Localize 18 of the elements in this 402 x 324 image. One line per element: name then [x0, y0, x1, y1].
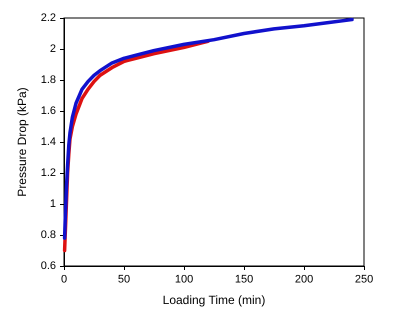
y-tick-label: 1.6 [40, 105, 56, 117]
line-series [62, 18, 354, 240]
x-tick-label: 50 [118, 274, 130, 286]
x-tick-label: 100 [174, 274, 194, 286]
x-tick-label: 150 [234, 274, 254, 286]
x-tick-label: 200 [294, 274, 314, 286]
x-tick-label: 250 [354, 274, 374, 286]
x-tick-label: 0 [60, 274, 68, 286]
x-axis-title: Loading Time (min) [162, 293, 266, 307]
y-tick-label: 1.8 [40, 74, 56, 86]
y-tick-label: 1.2 [40, 167, 56, 179]
y-tick-label: 2.2 [40, 12, 56, 24]
y-tick-label: 1 [50, 198, 56, 210]
y-tick-label: 2 [50, 43, 56, 55]
y-tick-label: 1.4 [40, 136, 56, 148]
y-tick-label: 0.8 [40, 229, 56, 241]
y-axis-title: Pressure Drop (kPa) [15, 87, 29, 197]
y-tick-label: 0.6 [40, 260, 56, 272]
